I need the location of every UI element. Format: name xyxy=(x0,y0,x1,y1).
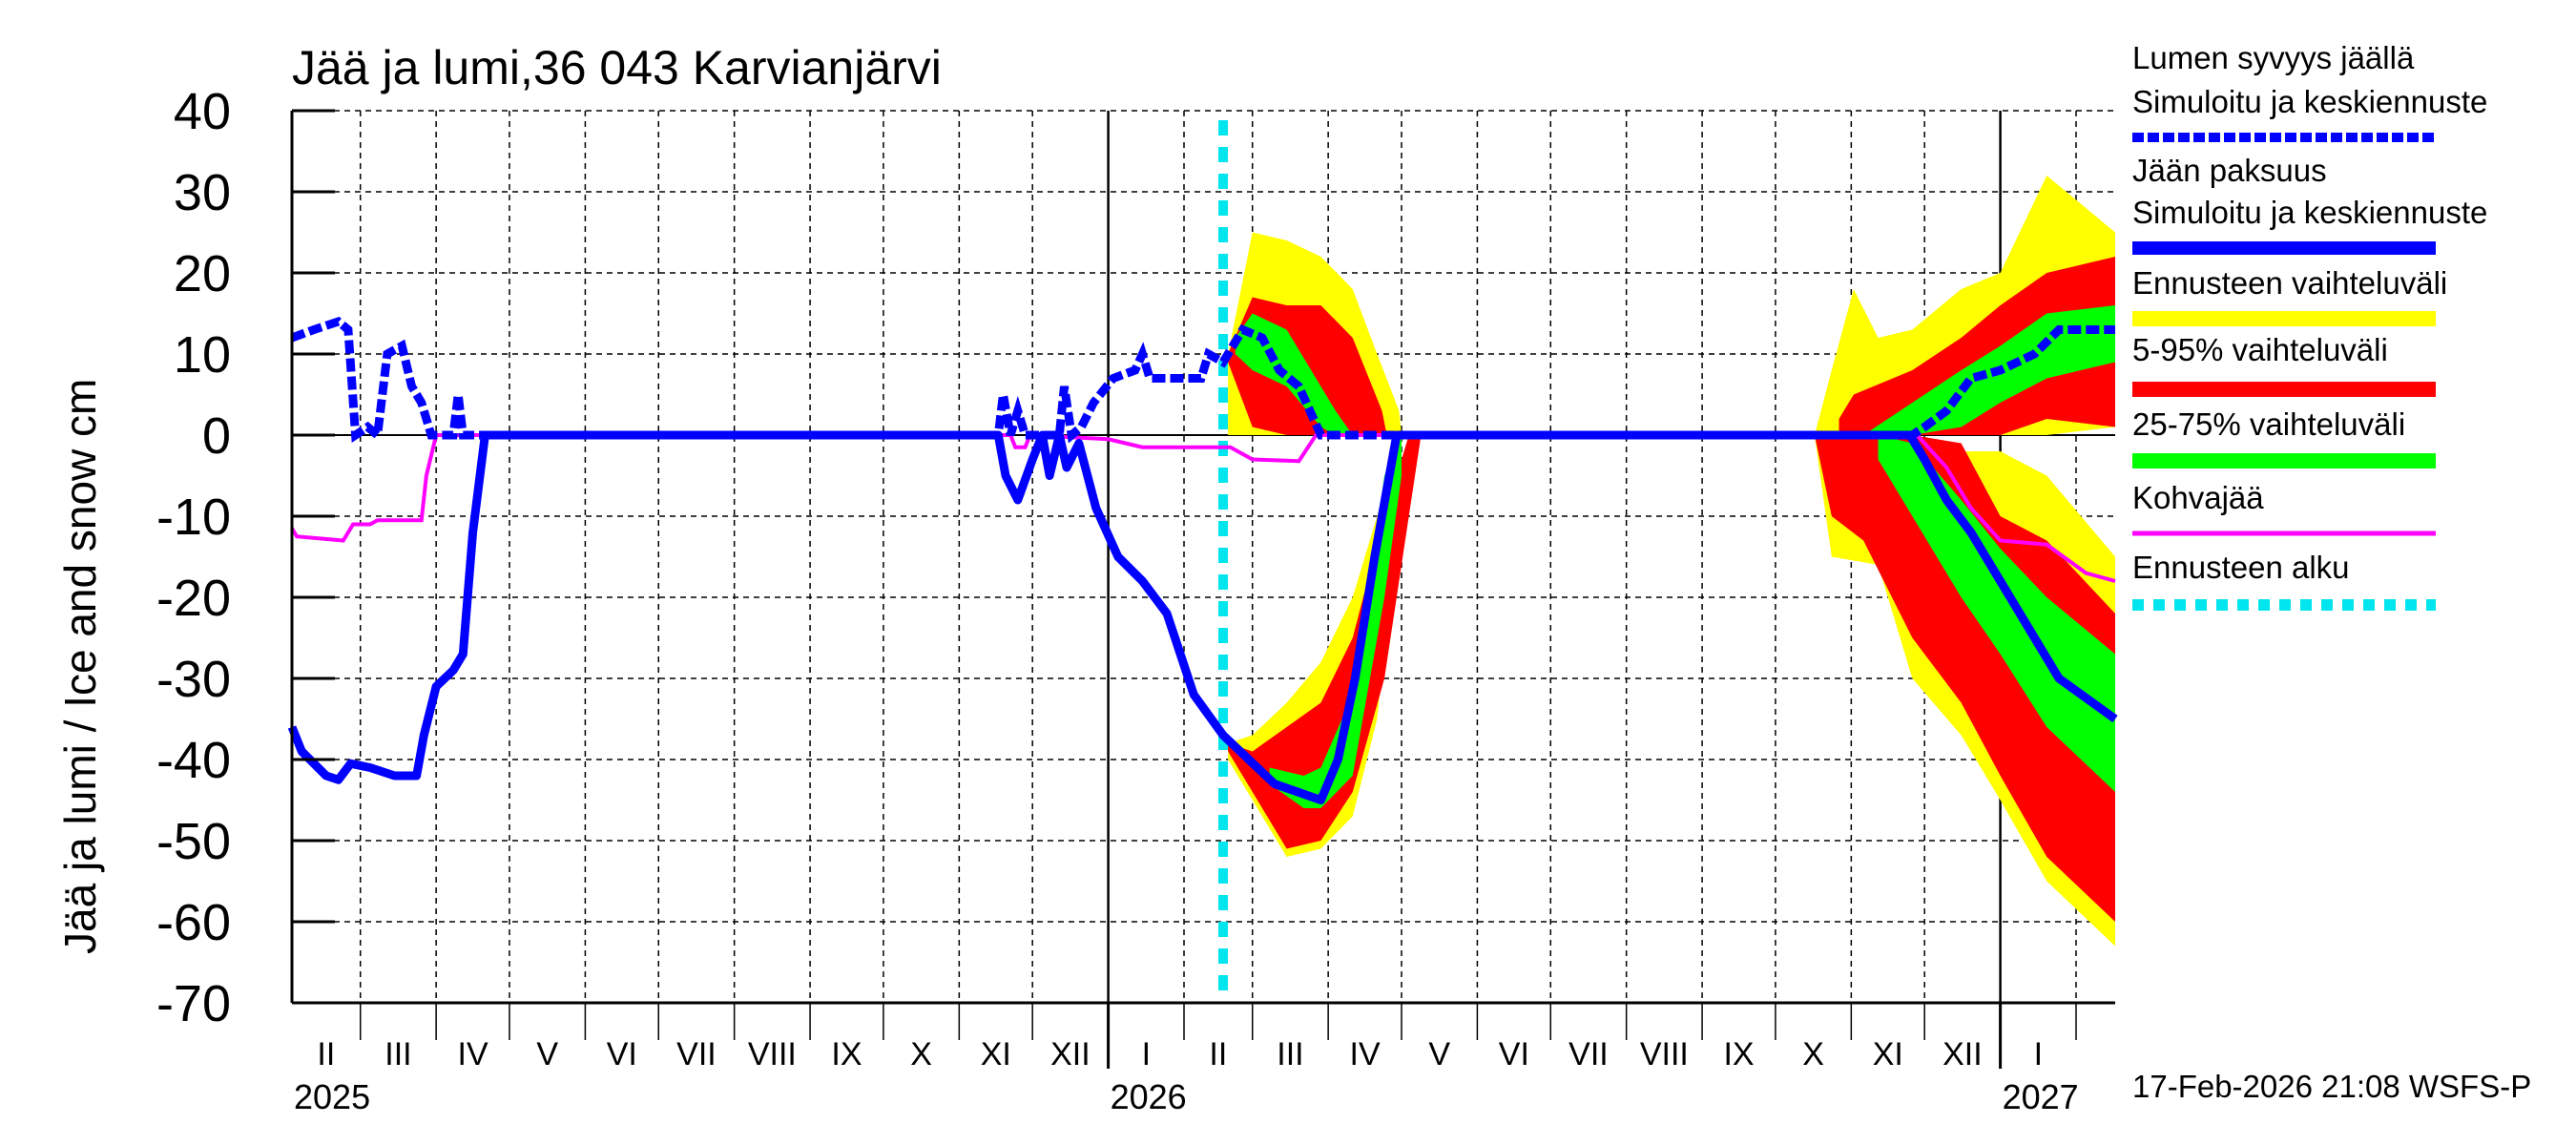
legend-label: Jään paksuus xyxy=(2132,153,2327,188)
month-label: VI xyxy=(1499,1036,1529,1072)
legend-sublabel: Simuloitu ja keskiennuste xyxy=(2132,84,2487,119)
legend-label: Ennusteen alku xyxy=(2132,550,2350,585)
month-label: VII xyxy=(676,1036,717,1072)
month-label: IV xyxy=(1350,1036,1381,1072)
month-label: X xyxy=(910,1036,932,1072)
month-label: IX xyxy=(1723,1036,1754,1072)
y-tick-label: 30 xyxy=(174,164,231,221)
month-label: II xyxy=(317,1036,335,1072)
y-tick-label: -10 xyxy=(156,489,231,546)
month-label: II xyxy=(1209,1036,1227,1072)
legend-sublabel: Simuloitu ja keskiennuste xyxy=(2132,195,2487,230)
month-label: VIII xyxy=(748,1036,797,1072)
month-label: X xyxy=(1802,1036,1824,1072)
year-label: 2027 xyxy=(2003,1077,2079,1116)
month-label: I xyxy=(1142,1036,1151,1072)
y-tick-label: 40 xyxy=(174,83,231,140)
year-label: 2025 xyxy=(294,1077,370,1116)
y-tick-label: -70 xyxy=(156,975,231,1032)
month-label: IX xyxy=(831,1036,862,1072)
month-label: V xyxy=(1428,1036,1450,1072)
timestamp: 17-Feb-2026 21:08 WSFS-P xyxy=(2132,1069,2531,1104)
month-label: XII xyxy=(1942,1036,1983,1072)
band-25-75 xyxy=(1863,305,2115,435)
month-label: XI xyxy=(981,1036,1011,1072)
y-tick-label: -30 xyxy=(156,651,231,708)
y-tick-label: 10 xyxy=(174,326,231,384)
legend-label: 25-75% vaihteluväli xyxy=(2132,406,2405,442)
year-label: 2026 xyxy=(1111,1077,1187,1116)
legend: Lumen syvyys jäällä Simuloitu ja keskienn… xyxy=(2132,40,2487,611)
y-tick-label: -20 xyxy=(156,570,231,627)
series-line-ice xyxy=(287,430,2118,804)
band-5-95 xyxy=(1839,257,2115,435)
legend-label: Ennusteen vaihteluväli xyxy=(2132,265,2447,301)
month-label: V xyxy=(536,1036,558,1072)
legend-label: Kohvajää xyxy=(2132,480,2264,515)
series-lines xyxy=(287,120,2118,1003)
legend-label: Lumen syvyys jäällä xyxy=(2132,40,2415,75)
forecast-bands xyxy=(1228,176,2115,947)
y-tick-label: -40 xyxy=(156,732,231,789)
month-label: I xyxy=(2034,1036,2043,1072)
y-tick-label: 20 xyxy=(174,245,231,302)
band-5-95 xyxy=(1228,435,1422,849)
month-label: III xyxy=(1277,1036,1303,1072)
y-axis-label: Jää ja lumi / Ice and snow cm xyxy=(55,379,105,954)
y-tick-label: 0 xyxy=(202,407,231,465)
month-label: XII xyxy=(1050,1036,1091,1072)
legend-label: 5-95% vaihteluväli xyxy=(2132,332,2388,367)
month-label: IV xyxy=(458,1036,488,1072)
month-label: VII xyxy=(1568,1036,1609,1072)
month-label: III xyxy=(384,1036,411,1072)
y-tick-label: -50 xyxy=(156,813,231,870)
month-label: VI xyxy=(607,1036,637,1072)
y-tick-label: -60 xyxy=(156,894,231,951)
month-label: XI xyxy=(1873,1036,1903,1072)
month-label: VIII xyxy=(1640,1036,1689,1072)
band-25-75 xyxy=(1878,435,2115,792)
chart-title: Jää ja lumi,36 043 Karvianjärvi xyxy=(292,41,942,94)
band-5-95 xyxy=(1814,435,2115,922)
